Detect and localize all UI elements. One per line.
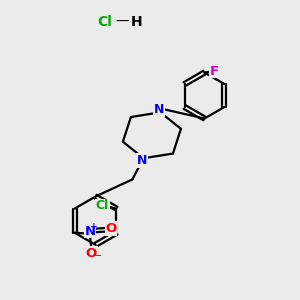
- Text: +: +: [90, 222, 98, 231]
- Text: N: N: [84, 225, 95, 238]
- Text: H: H: [131, 15, 142, 29]
- Text: O: O: [106, 222, 117, 235]
- Text: Cl: Cl: [97, 15, 112, 29]
- Text: Cl: Cl: [96, 199, 109, 212]
- Text: N: N: [137, 154, 147, 167]
- Text: N: N: [154, 103, 164, 116]
- Text: −: −: [93, 251, 103, 261]
- Text: F: F: [209, 64, 218, 78]
- Text: O: O: [86, 247, 97, 260]
- Text: —: —: [115, 15, 129, 29]
